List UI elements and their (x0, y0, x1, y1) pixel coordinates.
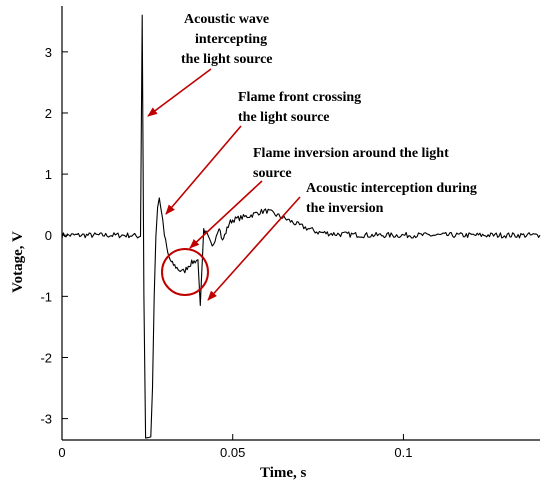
x-axis-title: Time, s (260, 465, 307, 481)
arrow-acoustic-wave (147, 68, 212, 117)
x-tick-label: 0 (58, 445, 65, 460)
y-tick-label: 0 (45, 228, 52, 243)
arrow-flame-inversion (189, 180, 263, 249)
annotation-flame-inversion-line-2: source (253, 166, 292, 181)
x-tick-label: 0.1 (394, 445, 412, 460)
signal-trace (61, 14, 541, 439)
annotation-flame-inversion-line-1: Flame inversion around the light (253, 146, 449, 161)
highlight-circle (161, 248, 209, 296)
annotation-acoustic-wave-line-1: Acoustic wave (184, 12, 269, 27)
annotation-flame-front: Flame front crossing the light source (165, 90, 361, 215)
annotation-flame-front-line-2: the light source (238, 110, 330, 125)
annotation-flame-inversion: Flame inversion around the light source (189, 146, 449, 249)
annotation-acoustic-wave-line-3: the light source (181, 52, 273, 67)
y-tick-label: 3 (45, 45, 52, 60)
arrow-flame-front (165, 125, 242, 215)
plot-frame (61, 6, 540, 441)
y-tick-label: -3 (40, 412, 52, 427)
y-tick-label: -2 (40, 350, 52, 365)
y-tick-label: 1 (45, 167, 52, 182)
tick-label-group: 0 0.05 0.1 3 2 1 0 -1 -2 -3 (40, 45, 412, 460)
annotation-acoustic-wave-line-2: intercepting (195, 32, 267, 47)
annotation-acoustic-interception-line-2: the inversion (306, 201, 384, 216)
signal-layer (61, 14, 541, 439)
annotation-acoustic-interception-line-1: Acoustic interception during (306, 181, 477, 196)
arrow-acoustic-interception (207, 196, 301, 301)
annotation-acoustic-interception: Acoustic interception during the inversi… (207, 181, 477, 301)
y-tick-label: -1 (40, 289, 52, 304)
x-tick-label: 0.05 (220, 445, 245, 460)
annotation-acoustic-wave: Acoustic wave intercepting the light sou… (147, 12, 273, 117)
y-axis-title: Votage, V (10, 231, 26, 293)
annotation-flame-front-line-1: Flame front crossing (238, 90, 361, 105)
tick-group (61, 51, 404, 440)
y-tick-label: 2 (45, 106, 52, 121)
